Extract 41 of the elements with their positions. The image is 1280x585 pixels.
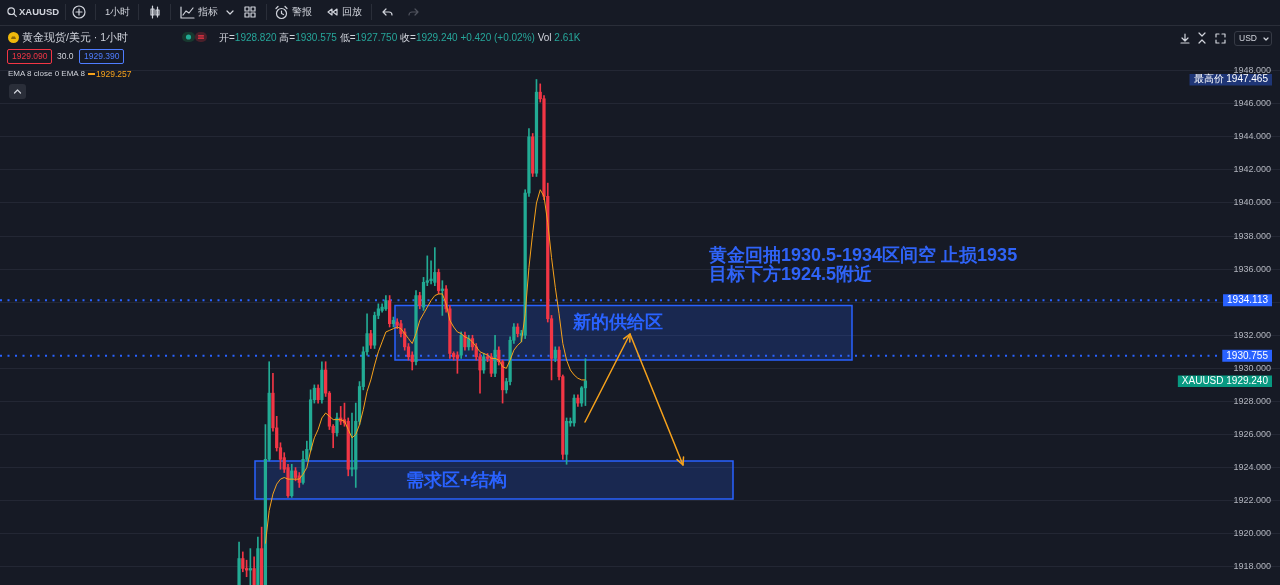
text: 1小时 bbox=[105, 6, 131, 18]
annotation: 1929.090 bbox=[12, 51, 48, 62]
band-label: 新的供给区 bbox=[572, 311, 663, 332]
band-label: 需求区+结构 bbox=[406, 469, 507, 490]
dropdown-field: USD bbox=[1234, 31, 1272, 46]
candlestick bbox=[429, 260, 433, 285]
ref-line-label: 1934.113 bbox=[1227, 294, 1269, 306]
y-tick-label: 1938.000 bbox=[1233, 230, 1271, 241]
y-tick-label: 1932.000 bbox=[1233, 329, 1271, 340]
annotation: 1929.257 bbox=[96, 68, 132, 80]
price-field: 1929.090 bbox=[7, 49, 53, 64]
ref-line-label: 1930.755 bbox=[1226, 349, 1269, 361]
y-tick-label: 1920.000 bbox=[1233, 528, 1271, 539]
annotation: 目标下方1924.5附近 bbox=[709, 263, 873, 286]
text: 回放 bbox=[342, 6, 362, 18]
text: 指标 bbox=[198, 6, 218, 18]
text: 警报 bbox=[292, 6, 312, 18]
annotation: 黄金回抽1930.5-1934区间空 止损1935 bbox=[709, 243, 1018, 265]
y-tick-label: 1944.000 bbox=[1233, 131, 1271, 142]
y-tick-label: 1926.000 bbox=[1233, 428, 1271, 439]
y-tick-label: 1942.000 bbox=[1233, 164, 1271, 175]
y-tick-label: 1924.000 bbox=[1233, 462, 1271, 473]
annotation: XAUUSD 1929.240 bbox=[1181, 374, 1269, 386]
annotation: 最高价 1947.465 bbox=[1193, 73, 1269, 85]
y-tick-label: 1918.000 bbox=[1233, 561, 1271, 572]
text: 开=1928.820 高=1930.575 低=1927.750 收=1929.240 +0.420 (+0.02%) Vol 2.61K bbox=[219, 31, 581, 43]
legend-label: EMA 8 close 0 EMA 8 bbox=[8, 68, 85, 80]
text: XAUUSD bbox=[19, 6, 60, 18]
price-field: 1929.390 bbox=[79, 49, 125, 64]
annotation: 30.0 bbox=[57, 50, 74, 62]
y-tick-label: 1940.000 bbox=[1233, 197, 1271, 208]
candlestick bbox=[350, 412, 354, 477]
annotation: USD bbox=[1239, 33, 1257, 44]
y-tick-label: 1936.000 bbox=[1233, 263, 1271, 274]
text: 黄金现货/美元 · 1小时 bbox=[22, 30, 129, 44]
y-tick-label: 1946.000 bbox=[1233, 98, 1271, 109]
y-tick-label: 1928.000 bbox=[1233, 395, 1271, 406]
annotation: 1929.390 bbox=[84, 51, 120, 62]
y-tick-label: 1948.000 bbox=[1233, 65, 1271, 76]
y-tick-label: 1922.000 bbox=[1233, 495, 1271, 506]
y-tick-label: 1930.000 bbox=[1233, 362, 1271, 373]
